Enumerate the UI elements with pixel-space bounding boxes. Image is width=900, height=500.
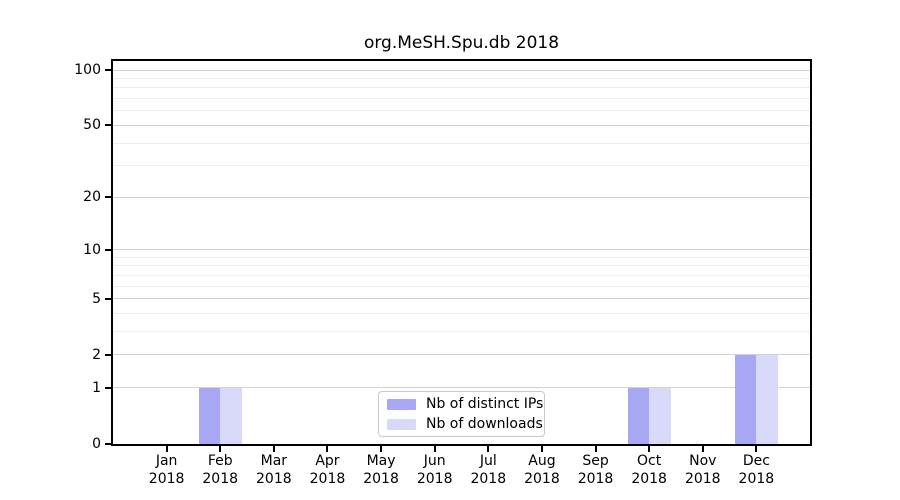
gridline-major	[113, 69, 810, 71]
x-tick-month: Sep	[582, 453, 609, 469]
x-tick-year: 2018	[470, 471, 507, 487]
y-tick-mark	[105, 69, 111, 71]
x-tick-year: 2018	[256, 471, 292, 487]
x-tick-label: Oct 2018	[617, 452, 681, 488]
x-tick-mark	[540, 446, 543, 452]
x-tick-label: Apr 2018	[295, 452, 359, 488]
x-tick-label: Jan 2018	[135, 452, 199, 488]
x-tick-year: 2018	[309, 471, 346, 487]
bar-downloads	[220, 387, 242, 444]
gridline-minor	[113, 331, 810, 333]
x-tick-year: 2018	[202, 471, 239, 487]
gridline-minor	[113, 77, 810, 79]
x-tick-label: Nov 2018	[671, 452, 735, 488]
y-tick-mark	[105, 353, 111, 356]
y-tick-mark	[105, 196, 111, 199]
gridline-minor	[113, 265, 810, 267]
bar-distinct-ips	[198, 387, 221, 444]
x-tick-label: Aug 2018	[510, 452, 574, 488]
legend-label-downloads: Nb of downloads	[426, 416, 543, 432]
x-tick-month: Jan	[155, 453, 178, 469]
gridline-minor	[113, 110, 810, 112]
gridline-minor	[113, 274, 810, 276]
x-tick-year: 2018	[631, 471, 667, 487]
x-tick-month: Feb	[207, 453, 233, 469]
x-tick-mark	[487, 446, 490, 452]
x-tick-mark	[326, 446, 329, 452]
y-tick-label: 20	[83, 189, 101, 206]
plot-area	[111, 59, 812, 446]
gridline-minor	[113, 142, 810, 144]
x-tick-month: Dec	[742, 453, 770, 469]
y-tick-mark	[105, 386, 111, 389]
x-tick-year: 2018	[684, 471, 721, 487]
gridline-major	[113, 354, 810, 356]
x-tick-month: Aug	[528, 453, 556, 469]
gridline-minor	[113, 87, 810, 89]
legend-entry-downloads: Nb of downloads	[387, 414, 543, 434]
x-tick-label: Jul 2018	[456, 452, 520, 488]
y-tick-mark	[105, 124, 111, 127]
y-tick-label: 100	[74, 62, 101, 78]
legend-swatch-downloads	[387, 418, 416, 430]
legend-label-distinct-ips: Nb of distinct IPs	[426, 396, 544, 412]
x-tick-mark	[219, 446, 222, 452]
x-tick-label: Feb 2018	[188, 452, 252, 488]
y-tick-mark	[105, 443, 111, 445]
x-tick-mark	[648, 446, 651, 452]
gridline-major	[113, 387, 810, 389]
chart-title: org.MeSH.Spu.db 2018	[363, 33, 560, 53]
x-tick-mark	[433, 446, 436, 452]
y-tick-label: 2	[92, 346, 101, 363]
y-tick-mark	[105, 248, 111, 251]
x-tick-mark	[272, 446, 275, 452]
gridline-minor	[113, 98, 810, 100]
bar-downloads	[649, 387, 671, 444]
x-tick-label: Jun 2018	[403, 452, 467, 488]
x-tick-mark	[755, 446, 758, 452]
x-tick-label: Mar 2018	[242, 452, 306, 488]
x-tick-year: 2018	[738, 471, 775, 487]
gridline-minor	[113, 313, 810, 315]
legend-entry-distinct-ips: Nb of distinct IPs	[387, 394, 543, 414]
x-tick-mark	[165, 446, 168, 452]
y-tick-label: 10	[83, 241, 101, 258]
x-tick-month: Oct	[637, 453, 662, 469]
bar-downloads	[756, 354, 778, 444]
gridline-minor	[113, 256, 810, 258]
gridline-minor	[113, 165, 810, 167]
y-tick-label: 50	[83, 117, 101, 134]
x-tick-mark	[701, 446, 704, 452]
x-tick-label: Dec 2018	[724, 452, 788, 488]
x-tick-month: Jul	[479, 453, 497, 469]
legend: Nb of distinct IPs Nb of downloads	[378, 391, 545, 437]
x-tick-mark	[380, 446, 383, 452]
gridline-major	[113, 124, 810, 126]
bar-distinct-ips	[627, 387, 650, 444]
x-tick-label: Sep 2018	[564, 452, 628, 488]
x-tick-year: 2018	[577, 471, 614, 487]
gridline-minor	[113, 285, 810, 287]
y-tick-label: 0	[92, 436, 101, 452]
y-tick-label: 1	[92, 379, 101, 396]
x-tick-year: 2018	[363, 471, 399, 487]
x-tick-label: May 2018	[349, 452, 413, 488]
y-tick-mark	[105, 297, 111, 300]
gridline-major	[113, 249, 810, 251]
x-tick-month: May	[366, 453, 396, 469]
x-tick-month: Jun	[423, 453, 446, 469]
bar-distinct-ips	[734, 354, 757, 444]
x-tick-month: Nov	[689, 453, 717, 469]
x-tick-month: Mar	[260, 453, 288, 469]
gridline-major	[113, 196, 810, 198]
x-tick-year: 2018	[148, 471, 185, 487]
x-tick-year: 2018	[524, 471, 560, 487]
y-tick-label: 5	[92, 290, 101, 307]
x-tick-month: Apr	[315, 453, 340, 469]
x-tick-mark	[594, 446, 597, 452]
gridline-major	[113, 298, 810, 300]
x-tick-year: 2018	[416, 471, 453, 487]
legend-swatch-distinct-ips	[387, 398, 416, 410]
